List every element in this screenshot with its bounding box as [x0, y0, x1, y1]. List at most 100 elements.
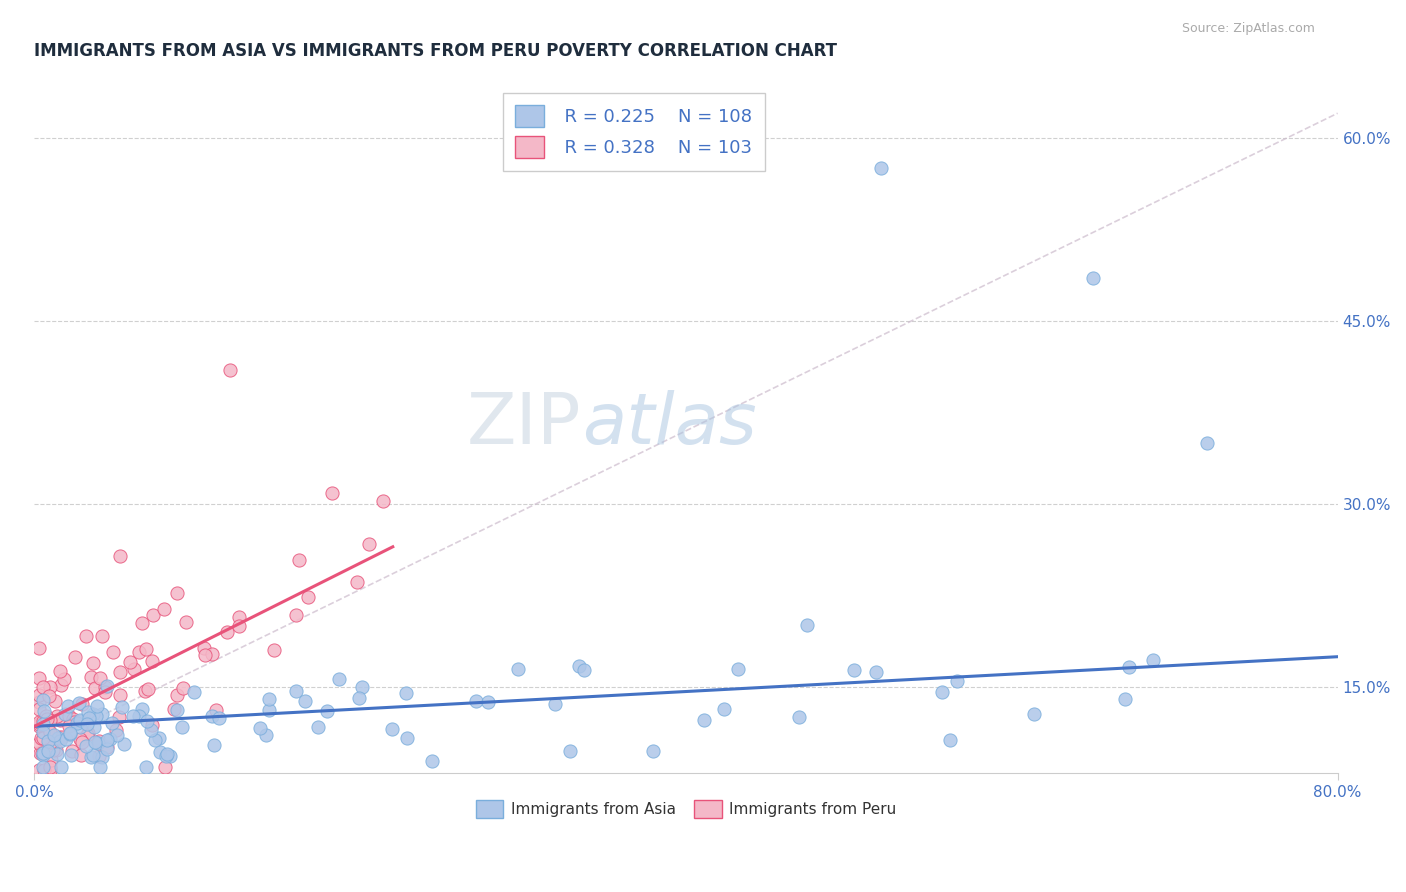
Point	[45, 708, 67, 723]
Point	[263, 643, 285, 657]
Point	[39, 681, 62, 695]
Point	[166, 586, 188, 600]
Point	[32, 681, 55, 695]
Point	[870, 161, 893, 176]
Legend: Immigrants from Asia, Immigrants from Peru: Immigrants from Asia, Immigrants from Pe…	[470, 793, 903, 824]
Point	[70, 735, 93, 749]
Point	[128, 645, 150, 659]
Point	[381, 722, 404, 736]
Point	[53, 672, 76, 686]
Point	[842, 663, 865, 677]
Point	[945, 673, 967, 688]
Point	[82, 747, 104, 762]
Point	[35, 709, 58, 723]
Point	[201, 709, 224, 723]
Point	[297, 590, 319, 604]
Text: atlas: atlas	[582, 390, 756, 459]
Point	[134, 759, 156, 773]
Point	[37, 733, 59, 747]
Point	[80, 670, 103, 684]
Point	[328, 672, 350, 686]
Point	[346, 574, 368, 589]
Point	[796, 617, 818, 632]
Point	[1022, 706, 1045, 721]
Point	[67, 696, 90, 710]
Point	[77, 726, 100, 740]
Point	[66, 715, 89, 730]
Point	[53, 707, 76, 722]
Point	[254, 728, 277, 742]
Point	[156, 747, 179, 761]
Point	[183, 684, 205, 698]
Point	[172, 719, 194, 733]
Point	[48, 730, 70, 744]
Point	[31, 693, 53, 707]
Point	[931, 685, 953, 699]
Point	[69, 732, 91, 747]
Point	[111, 700, 134, 714]
Point	[136, 681, 159, 696]
Point	[560, 743, 582, 757]
Point	[98, 731, 121, 746]
Point	[51, 731, 73, 745]
Point	[544, 697, 567, 711]
Point	[1083, 271, 1105, 285]
Point	[373, 494, 395, 508]
Point	[31, 717, 53, 731]
Point	[30, 746, 52, 760]
Point	[44, 693, 66, 707]
Point	[76, 716, 98, 731]
Point	[202, 738, 225, 752]
Point	[62, 712, 84, 726]
Point	[49, 759, 72, 773]
Point	[228, 610, 250, 624]
Point	[155, 749, 177, 764]
Point	[152, 602, 174, 616]
Point	[49, 678, 72, 692]
Point	[477, 695, 499, 709]
Point	[28, 714, 51, 729]
Point	[218, 362, 240, 376]
Point	[143, 732, 166, 747]
Point	[84, 708, 107, 723]
Point	[506, 662, 529, 676]
Point	[91, 629, 114, 643]
Point	[294, 694, 316, 708]
Point	[58, 709, 80, 723]
Point	[69, 720, 91, 734]
Point	[48, 713, 70, 727]
Point	[91, 750, 114, 764]
Point	[284, 607, 307, 622]
Point	[141, 654, 163, 668]
Point	[96, 679, 118, 693]
Point	[104, 723, 127, 737]
Text: IMMIGRANTS FROM ASIA VS IMMIGRANTS FROM PERU POVERTY CORRELATION CHART: IMMIGRANTS FROM ASIA VS IMMIGRANTS FROM …	[34, 42, 838, 60]
Point	[395, 686, 418, 700]
Point	[139, 723, 162, 738]
Point	[70, 714, 93, 728]
Point	[96, 733, 118, 747]
Point	[28, 764, 51, 778]
Point	[45, 747, 67, 761]
Point	[201, 647, 224, 661]
Point	[87, 736, 110, 750]
Point	[142, 607, 165, 622]
Point	[42, 743, 65, 757]
Point	[96, 742, 118, 756]
Point	[32, 704, 55, 718]
Point	[108, 689, 131, 703]
Point	[31, 747, 53, 762]
Point	[37, 722, 59, 736]
Point	[166, 703, 188, 717]
Point	[75, 629, 97, 643]
Point	[60, 743, 83, 757]
Point	[208, 711, 231, 725]
Point	[1142, 653, 1164, 667]
Point	[141, 718, 163, 732]
Point	[31, 759, 53, 773]
Point	[38, 760, 60, 774]
Point	[693, 713, 716, 727]
Point	[75, 739, 97, 753]
Point	[83, 720, 105, 734]
Point	[56, 699, 79, 714]
